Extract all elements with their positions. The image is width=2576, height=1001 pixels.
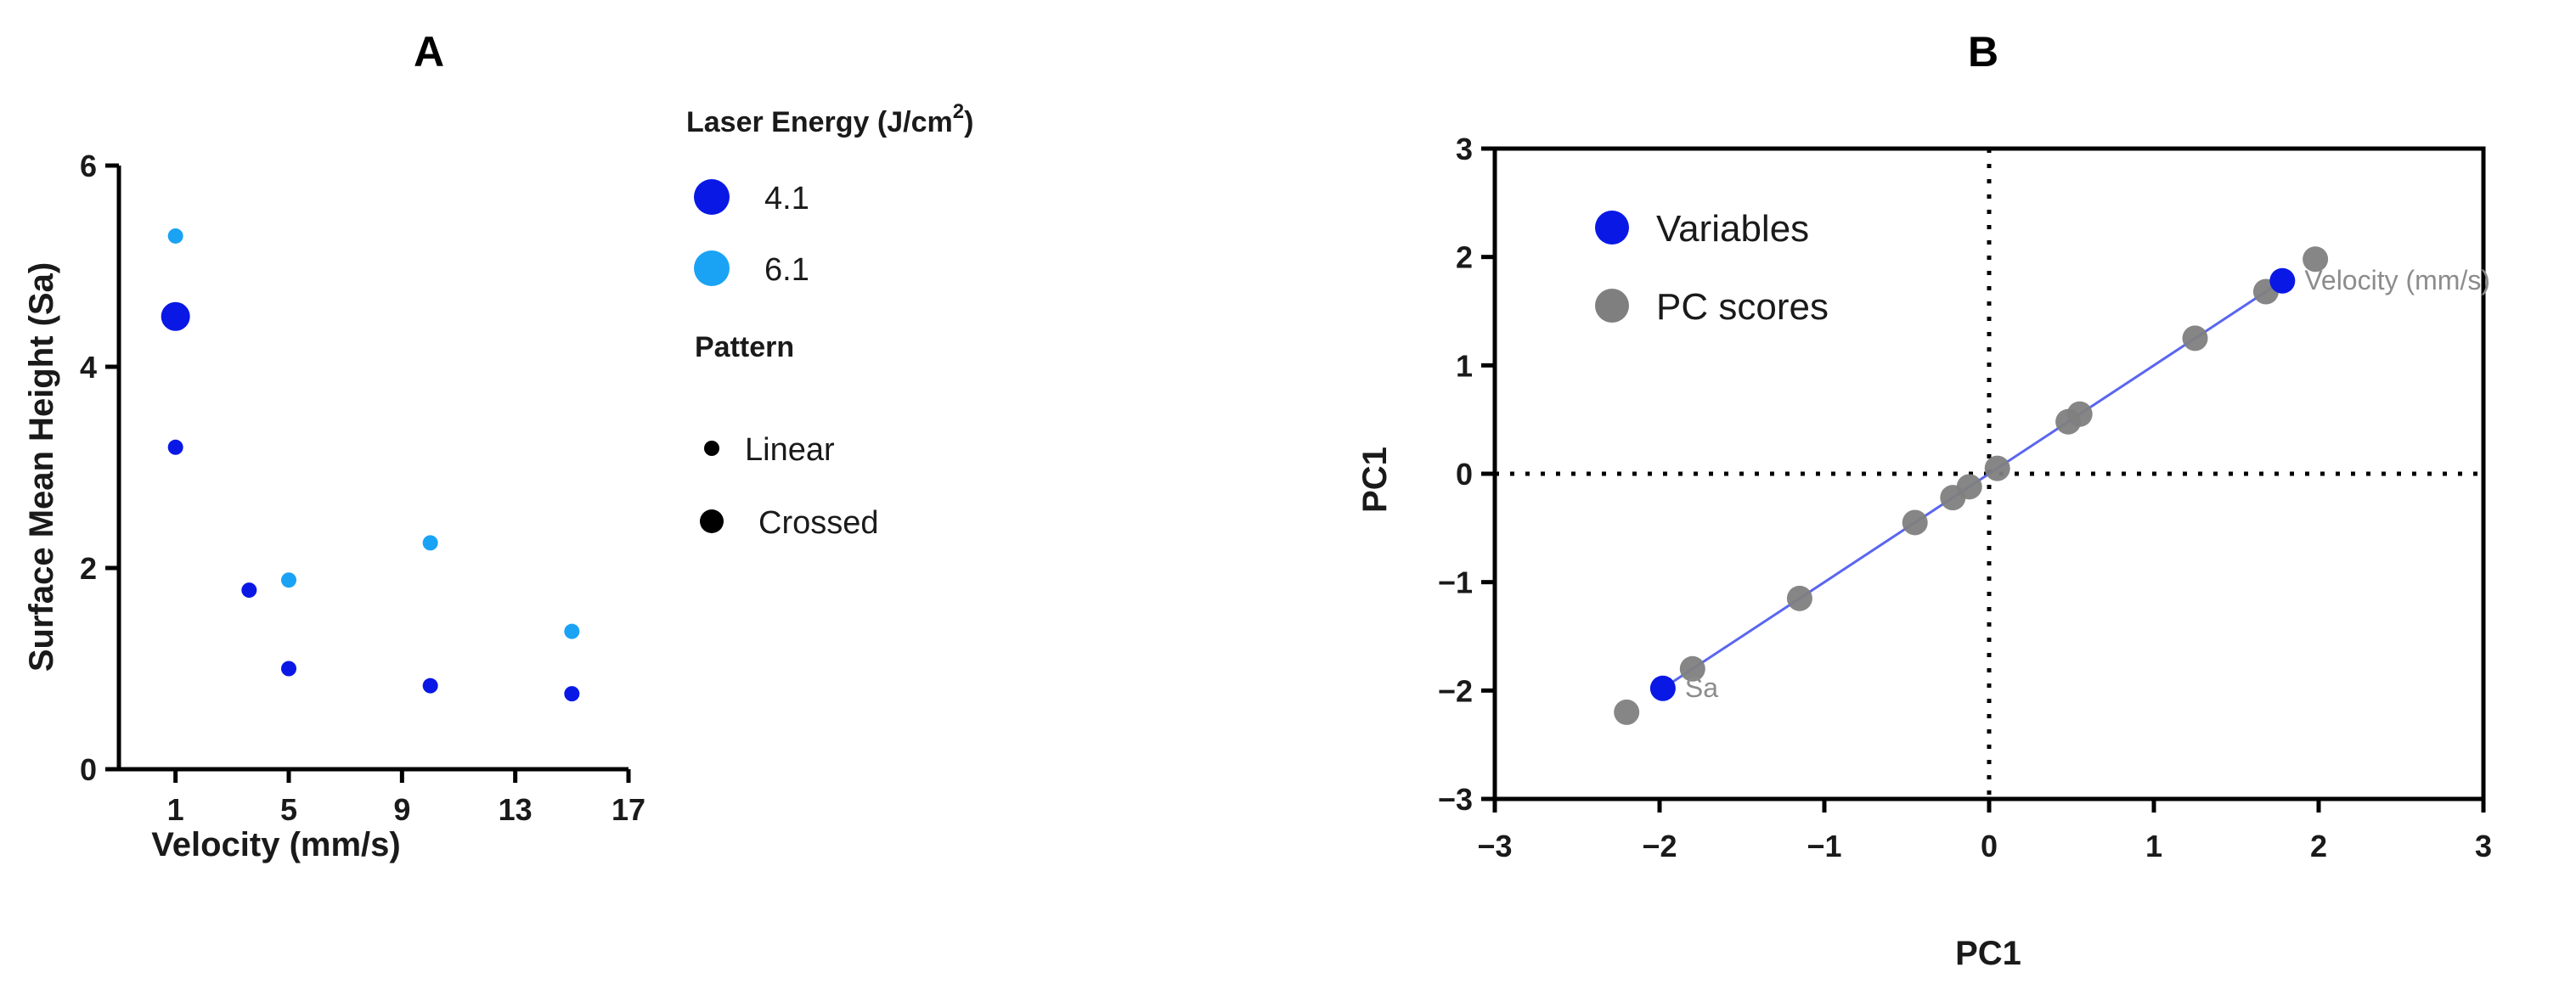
legend-pattern-crossed-label: Crossed (758, 505, 879, 541)
panel-a-point (422, 678, 438, 694)
panel-a: A 0 2 4 6 1 5 9 13 17 Velocity (mm/s) Surface M… (23, 28, 973, 863)
panel-b-pc-score-point (2303, 246, 2329, 273)
legend-energy-41-marker (694, 179, 730, 215)
legend-pattern-crossed-marker (700, 509, 724, 533)
panel-b-variable-label: Sa (1685, 672, 1718, 703)
panel-b-pc-score-point (1902, 509, 1928, 536)
panel-a-ytick-label: 2 (80, 551, 97, 586)
panel-b-xtick-label: 3 (2475, 829, 2492, 863)
panel-b-pc-score-point (2182, 325, 2208, 351)
legend-energy-41-label: 4.1 (764, 181, 809, 217)
legend-energy-61-marker (694, 250, 730, 286)
panel-a-xtick-label: 9 (393, 792, 410, 827)
panel-a-x-title: Velocity (mm/s) (151, 826, 400, 863)
panel-b-pc-score-point (1786, 585, 1812, 611)
panel-a-point (241, 582, 257, 599)
panel-a-y-title: Surface Mean Height (Sa) (23, 262, 60, 672)
panel-b-x-title: PC1 (1955, 935, 2021, 972)
panel-b-pc-score-point (1614, 699, 1640, 725)
panel-a-ytick-label: 4 (80, 350, 97, 385)
legend-pattern-linear-marker (704, 441, 719, 456)
panel-b-pc-score-point (1679, 655, 1705, 682)
legend-variables-marker (1595, 211, 1629, 245)
panel-a-xtick-label: 17 (612, 792, 645, 827)
panel-b: B −3 −2 −1 0 1 2 3 −3 −2 −1 0 1 2 3 PC1 PC1 Sa Veloci… (1356, 28, 2492, 972)
panel-b-xtick-label: 0 (1981, 829, 1998, 863)
legend-pattern-title: Pattern (695, 331, 794, 363)
panel-b-y-title: PC1 (1356, 447, 1394, 513)
panel-b-title: B (1968, 28, 1998, 76)
panel-b-legend: Variables PC scores (1595, 208, 1829, 328)
panel-b-ytick-label: 2 (1456, 240, 1473, 275)
panel-a-ytick-label: 0 (80, 752, 97, 787)
panel-b-pc-score-point (1956, 474, 1982, 500)
panel-b-points: Sa Velocity (mm/s) (1614, 246, 2490, 725)
panel-a-xtick-label: 5 (280, 792, 297, 827)
legend-variables-label: Variables (1656, 208, 1809, 250)
legend-pc-scores-label: PC scores (1656, 286, 1829, 328)
panel-a-points (161, 228, 580, 702)
panel-b-pc-score-point (1984, 455, 2010, 481)
panel-b-ytick-label: 3 (1456, 132, 1473, 166)
panel-a-point (281, 572, 296, 588)
panel-b-xtick-label: −1 (1807, 829, 1841, 863)
panel-b-pc-score-point (2066, 401, 2093, 427)
panel-a-legend: Laser Energy (J/cm2) 4.1 6.1 Pattern Lin… (686, 100, 973, 541)
panel-b-xtick-label: 1 (2145, 829, 2162, 863)
panel-a-ytick-label: 6 (80, 149, 97, 183)
panel-a-xtick-label: 1 (167, 792, 184, 827)
panel-a-point (167, 439, 183, 455)
legend-pc-scores-marker (1595, 289, 1629, 323)
panel-b-ytick-label: −1 (1438, 565, 1473, 600)
panel-a-point (564, 623, 580, 639)
panel-a-point (161, 301, 190, 331)
legend-energy-61-label: 6.1 (764, 252, 809, 288)
panel-b-ytick-label: −3 (1438, 782, 1473, 817)
panel-a-point (422, 535, 438, 551)
panel-a-xtick-label: 13 (499, 792, 533, 827)
panel-b-xtick-label: 2 (2310, 829, 2327, 863)
panel-a-point (167, 228, 183, 244)
legend-pattern-linear-label: Linear (745, 432, 835, 468)
panel-b-variable-point (2269, 267, 2296, 294)
panel-b-ytick-label: 1 (1456, 348, 1473, 383)
panel-b-ytick-label: 0 (1456, 457, 1473, 492)
panel-b-xtick-label: −3 (1477, 829, 1512, 863)
panel-a-point (281, 661, 296, 677)
panel-a-title: A (414, 28, 444, 76)
panel-b-ytick-label: −2 (1438, 673, 1473, 708)
panel-a-point (564, 686, 580, 702)
panel-b-variable-point (1649, 675, 1676, 701)
panel-b-xtick-label: −2 (1642, 829, 1677, 863)
panel-b-variable-label: Velocity (mm/s) (2304, 265, 2490, 295)
legend-energy-title: Laser Energy (J/cm2) (686, 100, 973, 138)
